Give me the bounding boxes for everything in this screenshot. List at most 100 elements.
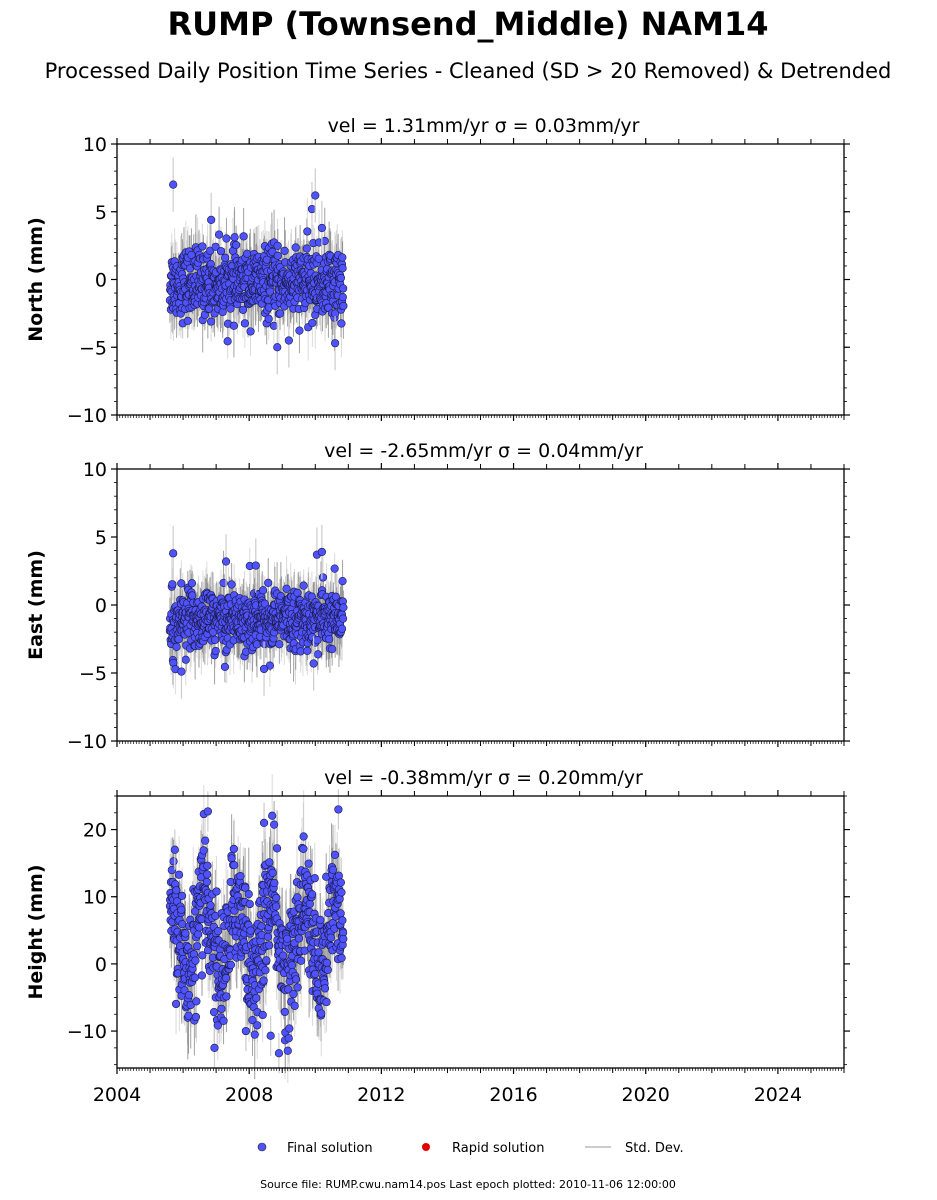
final-solution-point <box>184 991 194 1000</box>
series-group <box>165 157 348 375</box>
final-solution-point <box>307 204 317 214</box>
final-solution-point <box>270 820 279 829</box>
final-solution-point <box>172 886 181 895</box>
final-solution-point <box>259 664 269 674</box>
final-solution-point <box>275 640 284 649</box>
final-solution-point <box>338 614 348 623</box>
panel-title: vel = -0.38mm/yr σ = 0.20mm/yr <box>324 767 643 789</box>
final-solution-point <box>336 878 345 887</box>
final-solution-point <box>220 662 230 671</box>
final-solution-point <box>251 561 260 570</box>
panel-title: vel = 1.31mm/yr σ = 0.03mm/yr <box>328 115 640 137</box>
final-solution-point <box>325 635 334 644</box>
final-solution-point <box>211 646 220 656</box>
final-solution-point <box>252 640 262 649</box>
final-solution-point <box>222 992 231 1001</box>
final-solution-point <box>259 818 269 827</box>
panel-title: vel = -2.65mm/yr σ = 0.04mm/yr <box>324 440 643 462</box>
final-solution-point <box>195 923 204 932</box>
final-solution-point <box>168 580 177 589</box>
final-solution-point <box>317 223 326 233</box>
final-solution-point <box>219 1016 228 1025</box>
final-solution-point <box>246 327 255 336</box>
final-solution-point <box>223 337 232 346</box>
final-solution-point <box>219 578 228 588</box>
final-solution-point <box>266 1031 275 1040</box>
final-solution-point <box>232 240 241 250</box>
final-solution-point <box>191 1012 201 1022</box>
final-solution-point <box>266 287 275 296</box>
y-tick-label: −5 <box>79 337 107 359</box>
final-solution-point <box>272 844 282 853</box>
final-solution-point <box>170 845 179 854</box>
final-solution-point <box>245 899 254 909</box>
final-solution-point <box>320 984 330 993</box>
panel-0: vel = 1.31mm/yr σ = 0.03mm/yr North (mm) 1… <box>25 115 850 427</box>
final-solution-point <box>273 251 282 260</box>
final-solution-point <box>336 273 346 283</box>
final-solution-point <box>252 993 261 1003</box>
panels-group: vel = 1.31mm/yr σ = 0.03mm/yr North (mm) 1… <box>25 115 850 1106</box>
final-solution-point <box>268 868 277 878</box>
final-solution-point <box>229 844 238 854</box>
final-solution-point <box>177 891 187 901</box>
final-solution-point <box>181 929 190 938</box>
final-solution-point <box>337 953 346 963</box>
final-solution-point <box>307 890 317 899</box>
final-solution-point <box>217 1004 226 1013</box>
final-solution-point <box>177 667 186 676</box>
final-solution-point <box>339 284 348 293</box>
final-solution-point <box>167 865 176 875</box>
final-solution-point <box>230 861 239 870</box>
final-solution-point <box>210 635 220 644</box>
final-solution-point <box>183 316 192 325</box>
final-solution-point <box>190 973 199 982</box>
final-solution-point <box>169 549 178 558</box>
y-axis-label: Height (mm) <box>25 864 47 999</box>
y-tick-label: 0 <box>95 595 107 617</box>
final-solution-point <box>273 241 282 250</box>
y-tick-label: 10 <box>83 459 107 481</box>
final-solution-point <box>310 874 319 883</box>
final-solution-point <box>268 811 277 820</box>
final-solution-point <box>258 1010 267 1020</box>
y-tick-label: −10 <box>67 405 107 427</box>
final-solution-point <box>339 301 348 311</box>
final-solution-point <box>203 807 212 816</box>
final-solution-point <box>331 339 340 348</box>
final-solution-point <box>263 932 272 941</box>
final-solution-point <box>221 557 231 566</box>
final-solution-point <box>264 578 273 587</box>
final-solution-point <box>214 230 224 239</box>
final-solution-point <box>177 905 186 914</box>
final-solution-point <box>299 832 308 841</box>
final-solution-point <box>338 577 347 586</box>
final-solution-point <box>337 319 346 328</box>
final-solution-point <box>227 580 236 589</box>
y-tick-label: 5 <box>95 527 107 549</box>
final-solution-point <box>177 579 186 588</box>
final-solution-point <box>169 180 178 189</box>
final-solution-point <box>308 318 317 328</box>
final-solution-point <box>274 1049 284 1058</box>
final-solution-point <box>191 907 200 916</box>
final-solution-point <box>336 909 345 918</box>
final-solution-point <box>248 1016 257 1025</box>
final-solution-point <box>299 581 308 590</box>
final-solution-point <box>293 893 302 902</box>
final-solution-point <box>303 646 312 655</box>
final-solution-point <box>174 870 184 879</box>
final-solution-point <box>269 321 279 330</box>
final-solution-point <box>206 901 215 910</box>
final-solution-point <box>282 584 291 593</box>
final-solution-point <box>236 871 245 881</box>
final-solution-point <box>261 966 270 975</box>
final-solution-point <box>313 650 323 659</box>
final-solution-point <box>253 1021 262 1030</box>
final-solution-point <box>339 603 348 612</box>
final-solution-point <box>302 244 311 253</box>
final-solution-point <box>307 592 316 601</box>
final-solution-point <box>273 343 282 352</box>
final-solution-point <box>192 997 201 1006</box>
